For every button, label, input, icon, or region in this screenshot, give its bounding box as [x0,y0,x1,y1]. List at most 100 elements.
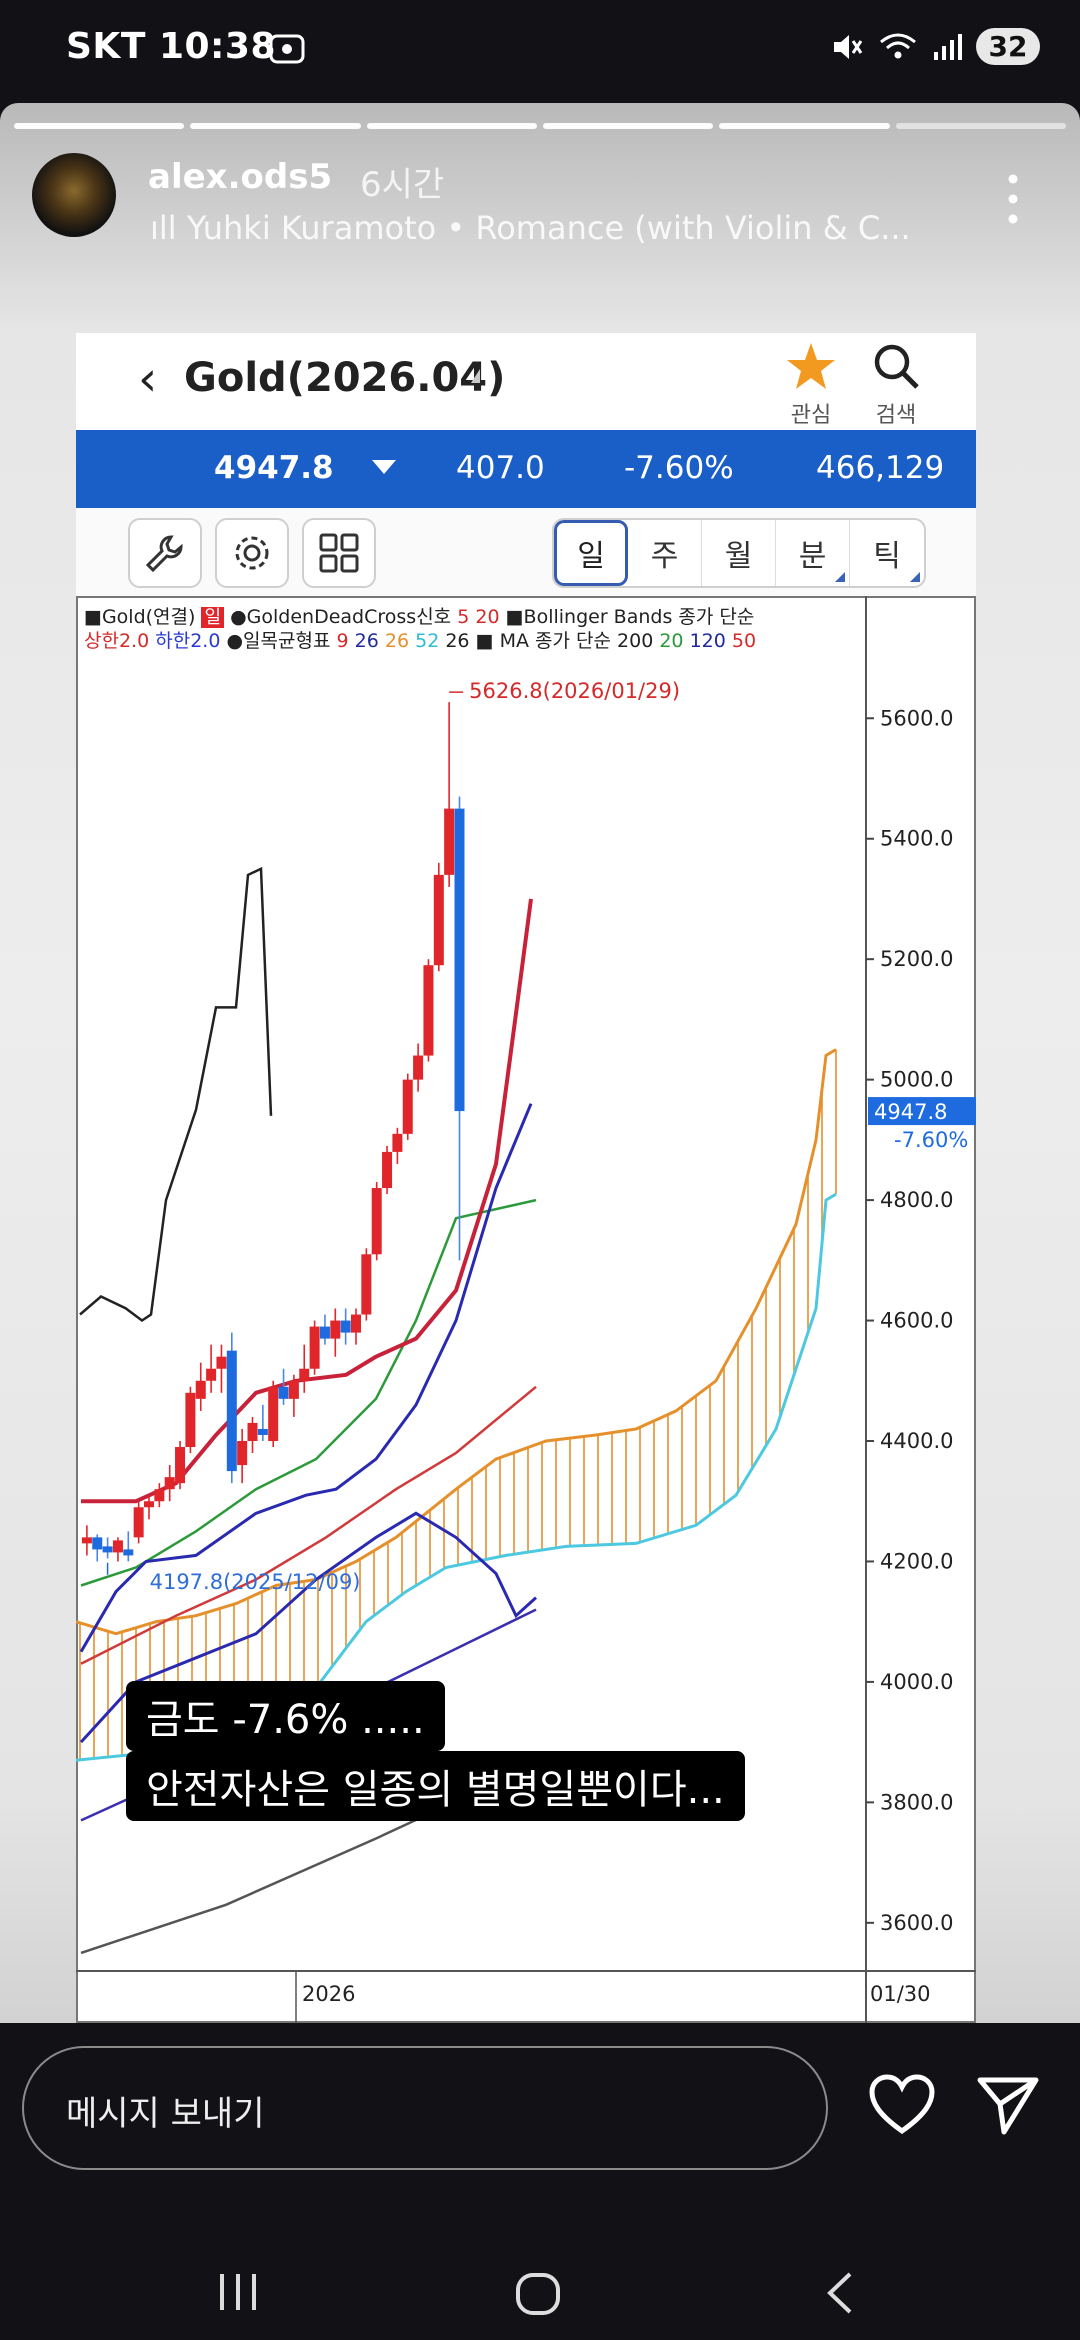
music-bars-icon: ıll [150,209,177,247]
candle-body [454,808,465,1112]
progress-segment [14,123,185,129]
screen-record-icon [269,34,305,64]
down-arrow-icon [372,460,396,474]
dropdown-triangle-icon [471,369,480,383]
candle-body [423,965,434,1056]
candle-body [102,1546,113,1553]
candle-body [164,1477,175,1490]
candle-body [402,1079,413,1134]
candle-body [185,1392,196,1448]
grid-icon [319,533,359,573]
gear-icon [235,536,269,570]
wifi-icon [880,33,916,58]
progress-segment [366,123,537,129]
candle-body [257,1428,268,1435]
period-tick: 틱 [850,520,924,586]
y-tick-label: 4200.0 [880,1549,953,1573]
high-annotation: 5626.8(2026/01/29) [469,679,680,703]
candle-body [247,1422,258,1441]
y-tick-label: 4800.0 [880,1188,953,1212]
y-tick-label: 4000.0 [880,1670,953,1694]
story-viewer[interactable]: alex.ods5 6시간 ıll Yuhki Kuramoto • Roman… [0,103,1080,2023]
candle-body [237,1441,248,1466]
candle-body [92,1537,103,1550]
current-price-box [868,1097,976,1126]
chart-legend-line2: 상한2.0 하한2.0 ●일목균형표 9 26 26 52 26 ■ MA 종가… [84,630,757,652]
bb-upper-line [81,898,533,1504]
candle-body [123,1549,134,1556]
posted-time: 6시간 [360,165,445,205]
back-icon[interactable] [820,2270,860,2316]
message-placeholder: 메시지 보내기 [66,2094,265,2134]
y-tick-label: 5200.0 [880,947,953,971]
status-bar: SKT 10:38 32 [0,0,1080,100]
current-change-label: -7.60% [894,1128,968,1152]
candle-body [154,1489,165,1502]
ichimoku-span-b [75,1192,837,1762]
app-header: ‹ Gold(2026.04) 관심 검색 [76,333,976,430]
chart-frame [76,596,976,2023]
candle-body [351,1314,361,1333]
home-icon[interactable] [514,2272,562,2316]
period-week: 주 [628,520,702,586]
music-title: Yuhki Kuramoto • Romance (with Violin & … [186,209,911,247]
more-options-icon[interactable] [1006,171,1020,227]
story-caption: 금도 -7.6% ..... 안전자산은 일종의 별명일뿐이다... [126,1681,745,1821]
chart-toolbar: 일 주 월 분 틱 [76,508,976,596]
quote-price: 4947.8 [214,450,334,486]
heart-icon[interactable] [868,2074,936,2136]
chikou-line [79,866,273,1323]
y-tick-label: 3600.0 [880,1911,953,1935]
candle-body [216,1356,227,1369]
period-day: 일 [554,520,628,586]
mute-icon [834,34,863,59]
search-icon [874,344,919,389]
message-input[interactable]: 메시지 보내기 [22,2046,828,2170]
chart-legend-line1: ■Gold(연결) 일 ●GoldenDeadCross신호 5 20 ■Bol… [84,606,755,628]
y-tick-label: 5000.0 [880,1068,953,1092]
candle-body [444,808,455,875]
music-attribution[interactable]: ıll Yuhki Kuramoto • Romance (with Violi… [150,209,911,247]
y-tick-label: 5600.0 [880,706,953,730]
progress-segment [190,123,361,129]
period-month: 월 [702,520,776,586]
avatar[interactable] [32,153,116,237]
candle-body [319,1326,330,1339]
chart-svg: 3600.0 3800.0 4000.0 4200.0 4400.0 4600.0 4800… [75,596,976,2023]
progress-segment [895,123,1066,129]
y-tick-label: 5400.0 [880,827,953,851]
low-annotation: 4197.8(2025/12/09) [150,1570,361,1594]
instrument-title: Gold(2026.04) [184,355,506,401]
candle-body [433,874,444,966]
recent-apps-icon[interactable] [216,2272,260,2312]
back-chevron-icon: ‹ [138,351,158,407]
progress-segment [542,123,714,129]
ichimoku-kijun-line [79,1511,538,1744]
current-price-label: 4947.8 [874,1100,947,1124]
ma-50-line [80,1385,537,1665]
story-header: alex.ods5 6시간 ıll Yuhki Kuramoto • Roman… [30,151,1060,247]
candle-body [112,1540,123,1553]
period-minute: 분 [776,520,850,586]
candle-body [288,1380,299,1399]
candle-body [361,1254,372,1315]
settings-button [215,518,289,588]
quote-bar: 4947.8 407.0 -7.60% 466,129 [76,430,976,508]
quote-volume: 466,129 [816,450,945,486]
signal-icon [934,33,962,60]
quote-change-pct: -7.60% [624,450,734,486]
candle-body [392,1133,403,1152]
candle-body [309,1326,320,1369]
candle-body [81,1537,92,1544]
progress-segment [719,123,890,129]
y-tick-label: 4600.0 [880,1309,953,1333]
story-progress [14,123,1066,129]
ichimoku-span-a [75,1048,837,1636]
username[interactable]: alex.ods5 [148,157,333,197]
x-axis-label: 2026 [302,1982,355,2006]
send-icon[interactable] [976,2074,1040,2136]
caption-line-2: 안전자산은 일종의 별명일뿐이다... [126,1751,745,1821]
status-time-carrier: SKT 10:38 [66,26,277,67]
quote-change: 407.0 [456,450,545,486]
watchlist-star: 관심 [781,341,841,429]
